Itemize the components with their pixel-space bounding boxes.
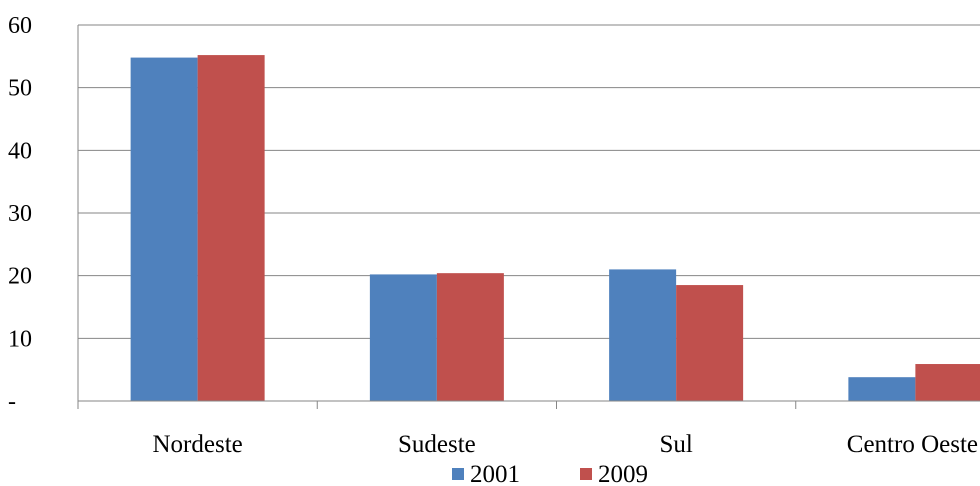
category-label: Sul	[659, 431, 692, 458]
y-axis-tick-labels: - 10 20 30 40 50 60	[8, 13, 32, 415]
bar-2009-sudeste	[436, 273, 504, 401]
axes	[77, 25, 980, 409]
legend-swatch-2009	[580, 468, 592, 480]
bar-2001-nordeste	[130, 57, 198, 401]
legend: 2001 2009	[452, 461, 648, 486]
category-label: Centro Oeste	[847, 431, 978, 458]
bar-2009-centro-oeste	[915, 364, 980, 401]
y-tick-label: -	[8, 389, 16, 415]
bar-2001-sul	[609, 269, 677, 401]
y-tick-label: 30	[8, 201, 32, 227]
legend-swatch-2001	[452, 468, 464, 480]
y-tick-label: 60	[8, 13, 32, 39]
y-tick-label: 10	[8, 326, 32, 352]
bar-2001-centro-oeste	[848, 377, 916, 401]
legend-label: 2001	[470, 461, 520, 486]
category-label: Sudeste	[398, 431, 476, 458]
y-tick-label: 50	[8, 76, 32, 102]
category-label: Nordeste	[153, 431, 243, 458]
y-tick-label: 20	[8, 264, 32, 290]
bar-2009-sul	[676, 285, 744, 401]
bar-2009-nordeste	[197, 55, 265, 402]
bar-2001-sudeste	[369, 274, 437, 401]
legend-label: 2009	[598, 461, 648, 486]
bars	[130, 55, 980, 402]
x-axis-category-labels: Nordeste Sudeste Sul Centro Oeste	[153, 431, 979, 458]
y-tick-label: 40	[8, 138, 32, 164]
